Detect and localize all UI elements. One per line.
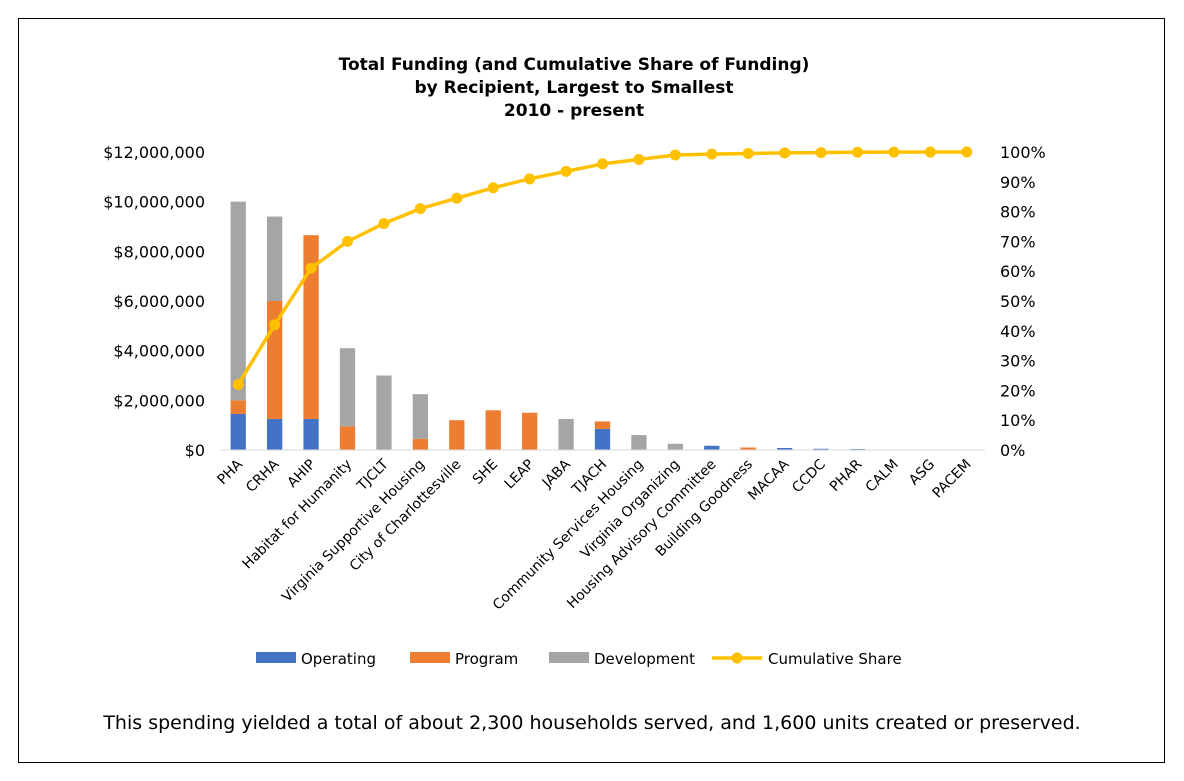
y2-tick-label: 0% <box>1000 441 1025 460</box>
bar-program <box>449 420 465 450</box>
bar-development <box>667 443 684 450</box>
y2-tick-label: 10% <box>1000 411 1036 430</box>
bar-series <box>230 201 975 450</box>
cumulative-share-point <box>633 153 645 165</box>
cumulative-share-point <box>269 319 281 331</box>
legend-marker-cumulative-share <box>731 652 743 664</box>
title-line-1: Total Funding (and Cumulative Share of F… <box>339 55 810 75</box>
secondary-y-axis: 0% 10% 20% 30% 40% 50% 60% 70% 80% 90% 100% <box>1000 143 1046 460</box>
x-tick-label: LEAP <box>502 457 538 493</box>
cumulative-share-point <box>706 148 718 160</box>
y-tick-label: $8,000,000 <box>113 242 205 261</box>
x-tick-label: CCDC <box>789 456 829 496</box>
cumulative-share-point <box>669 149 681 161</box>
cumulative-share-point <box>961 146 973 158</box>
cumulative-share-point <box>305 262 317 274</box>
y-tick-label: $10,000,000 <box>103 193 205 212</box>
cumulative-share-point <box>451 192 463 204</box>
bar-development <box>339 348 356 427</box>
y2-tick-label: 50% <box>1000 292 1036 311</box>
bar-development <box>266 216 283 301</box>
legend-label-cumulative-share: Cumulative Share <box>768 650 902 668</box>
y-tick-label: $6,000,000 <box>113 292 205 311</box>
bar-program <box>485 410 501 450</box>
x-tick-label: PACEM <box>930 457 975 502</box>
title-line-3: 2010 - present <box>504 101 644 121</box>
cumulative-share-point <box>560 165 572 177</box>
cumulative-share-point <box>378 218 390 230</box>
bar-development <box>558 418 574 450</box>
title-line-2: by Recipient, Largest to Smallest <box>415 78 734 98</box>
y-tick-label: $0 <box>185 441 205 460</box>
cumulative-share-point <box>779 147 791 159</box>
cumulative-share-point <box>342 235 353 247</box>
y2-tick-label: 90% <box>1000 173 1036 192</box>
chart-frame <box>18 18 1165 763</box>
bar-operating <box>594 428 611 450</box>
y-tick-label: $12,000,000 <box>103 143 205 162</box>
bar-program <box>740 447 756 450</box>
y2-tick-label: 60% <box>1000 262 1036 281</box>
cumulative-share-line <box>232 146 973 390</box>
bar-operating <box>266 418 283 450</box>
legend-label-operating: Operating <box>301 650 376 668</box>
cumulative-share-point <box>414 203 426 215</box>
cumulative-share-point <box>888 146 900 158</box>
x-tick-label: PHAR <box>827 456 866 495</box>
y2-tick-label: 100% <box>1000 143 1046 162</box>
legend-swatch-operating <box>256 652 296 663</box>
x-tick-label: SHE <box>470 457 501 488</box>
y-tick-label: $2,000,000 <box>113 391 205 410</box>
y2-tick-label: 80% <box>1000 203 1036 222</box>
x-tick-label: PHA <box>215 456 247 488</box>
chart-title: Total Funding (and Cumulative Share of F… <box>339 55 810 121</box>
bar-program <box>339 426 356 450</box>
caption: This spending yielded a total of about 2… <box>103 712 1081 734</box>
bar-program <box>303 235 319 419</box>
x-tick-label: CALM <box>863 457 902 496</box>
bar-development <box>631 435 647 450</box>
bar-program <box>230 400 246 414</box>
cumulative-share-point <box>815 147 827 159</box>
bar-operating <box>704 445 720 450</box>
y2-tick-label: 30% <box>1000 352 1036 371</box>
y2-tick-label: 20% <box>1000 381 1036 400</box>
x-tick-label: MACAA <box>745 456 792 503</box>
x-tick-label: CRHA <box>243 456 283 496</box>
cumulative-share-point <box>852 146 863 158</box>
bar-development <box>376 375 392 450</box>
y2-tick-label: 40% <box>1000 322 1036 341</box>
x-tick-label: ASG <box>906 457 938 489</box>
legend: Operating Program Development Cumulative Sh… <box>256 650 902 668</box>
cumulative-share-point <box>597 158 608 170</box>
primary-y-axis: $0 $2,000,000 $4,000,000 $6,000,000 $8,000,0… <box>103 143 205 460</box>
cumulative-share-point <box>742 147 754 159</box>
legend-swatch-development <box>549 652 589 663</box>
bar-operating <box>776 448 793 450</box>
legend-label-program: Program <box>455 650 518 668</box>
cumulative-share-point <box>524 173 536 185</box>
y-tick-label: $4,000,000 <box>113 342 205 361</box>
bar-program <box>594 421 611 429</box>
bar-program <box>412 438 429 450</box>
bar-operating <box>230 413 246 450</box>
legend-swatch-program <box>410 652 450 663</box>
cumulative-share-point <box>487 182 499 194</box>
cumulative-share-point <box>924 146 936 158</box>
bar-program <box>521 412 538 450</box>
legend-label-development: Development <box>594 650 695 668</box>
bar-operating <box>813 448 829 450</box>
bar-development <box>230 201 246 401</box>
bar-development <box>412 394 429 439</box>
cumulative-share-point <box>232 378 244 390</box>
bar-operating <box>303 418 319 450</box>
y2-tick-label: 70% <box>1000 232 1036 251</box>
